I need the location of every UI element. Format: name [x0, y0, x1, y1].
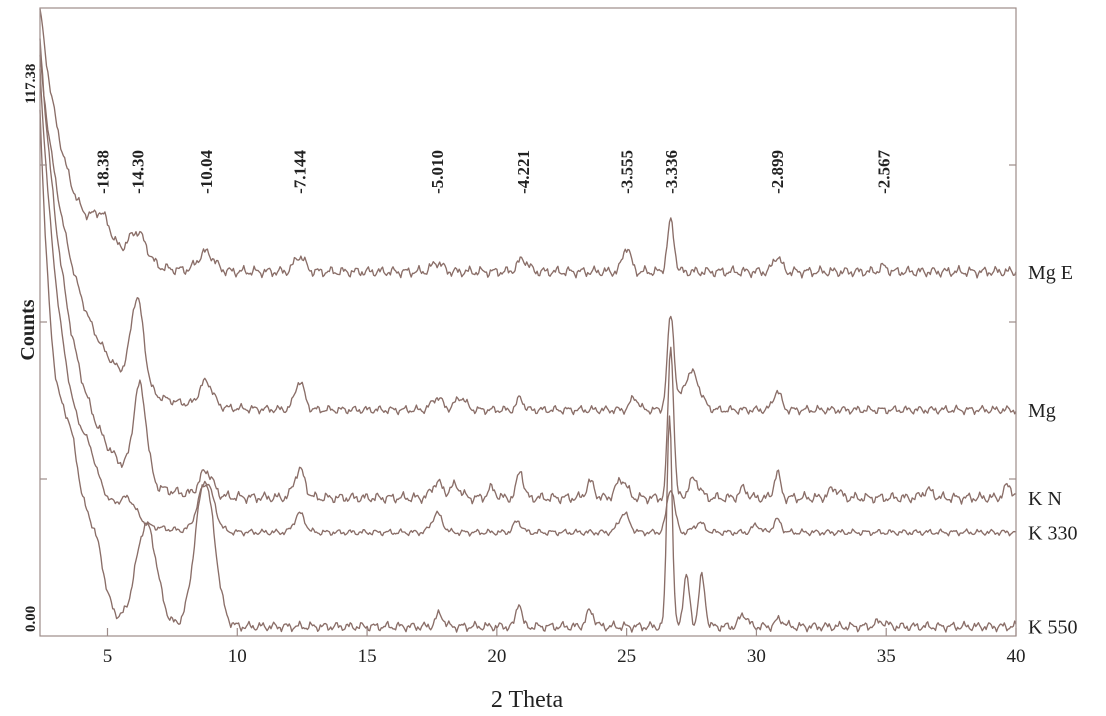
series-line: [39, 38, 1016, 505]
peak-label: -18.38: [93, 150, 112, 194]
x-tick-label: 25: [617, 646, 636, 667]
x-tick-label: 5: [103, 646, 113, 667]
peak-label: -5.010: [428, 150, 447, 194]
peak-label: -2.899: [768, 150, 787, 194]
series-label: K 330: [1028, 522, 1077, 544]
axes: 5 10 15 20 25 30 35 40 0.00 117.38: [23, 7, 1026, 667]
x-tick-label: 40: [1007, 646, 1026, 667]
peak-label: -2.567: [875, 150, 894, 194]
peak-label: -3.336: [662, 150, 681, 194]
series-label: K N: [1028, 488, 1062, 510]
x-tick-label: 30: [747, 646, 766, 667]
x-axis-title: 2 Theta: [491, 687, 564, 713]
peak-label: -7.144: [291, 150, 310, 194]
plot-area: [39, 8, 1017, 633]
series-label: K 550: [1028, 617, 1077, 639]
y-axis-title: Counts: [17, 299, 39, 360]
annotations: Mg E Mg K N K 330 K 550 -18.38 -14.30 -10.04 -7.…: [93, 150, 1077, 639]
x-tick-label: 10: [228, 646, 247, 667]
series-label: Mg E: [1028, 262, 1073, 284]
peak-label: -4.221: [514, 150, 533, 194]
plot-frame: [39, 7, 1017, 637]
y-tick-label: 0.00: [23, 606, 39, 632]
series-line: [39, 55, 1017, 416]
series-line: [39, 109, 1017, 633]
peak-label: -14.30: [128, 150, 147, 194]
series-line: [39, 8, 1017, 279]
series-label: Mg: [1028, 400, 1056, 422]
peak-label: -3.555: [618, 150, 637, 194]
peak-label: -10.04: [197, 150, 216, 194]
x-tick-label: 35: [877, 646, 896, 667]
x-tick-label: 15: [358, 646, 377, 667]
x-tick-label: 20: [487, 646, 506, 667]
y-tick-label: 117.38: [23, 64, 39, 104]
series-line: [39, 68, 1017, 537]
